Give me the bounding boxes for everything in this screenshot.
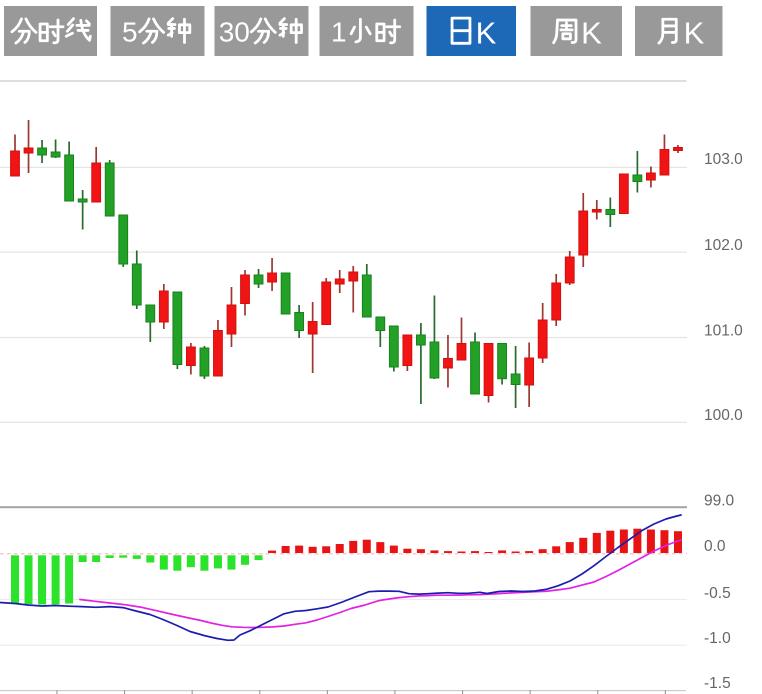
svg-text:-1.5: -1.5 bbox=[704, 675, 731, 692]
svg-text:K: K bbox=[684, 15, 705, 50]
svg-text:K: K bbox=[581, 15, 602, 50]
svg-text:100.0: 100.0 bbox=[704, 407, 743, 424]
svg-text:-0.5: -0.5 bbox=[704, 585, 731, 602]
svg-text:1: 1 bbox=[331, 16, 347, 47]
svg-text:5: 5 bbox=[122, 16, 138, 47]
svg-text:101.0: 101.0 bbox=[704, 322, 743, 339]
svg-text:102.0: 102.0 bbox=[704, 237, 743, 254]
svg-text:103.0: 103.0 bbox=[704, 151, 743, 168]
svg-text:99.0: 99.0 bbox=[704, 493, 735, 510]
svg-text:-1.0: -1.0 bbox=[704, 630, 731, 647]
svg-text:0.0: 0.0 bbox=[704, 538, 726, 555]
svg-text:30: 30 bbox=[219, 16, 250, 47]
svg-text:K: K bbox=[476, 15, 497, 50]
